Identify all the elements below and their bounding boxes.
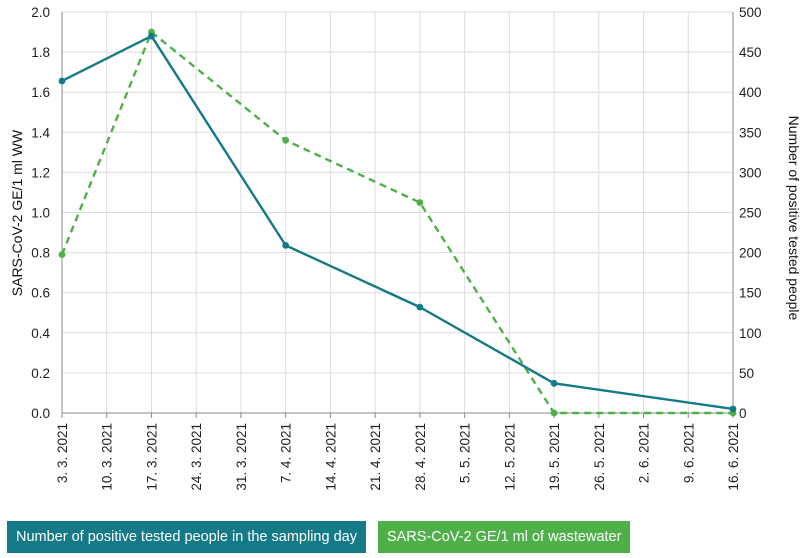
x-tick-label: 9. 6. 2021 bbox=[681, 423, 696, 483]
y-left-tick-label: 2.0 bbox=[31, 5, 50, 20]
y-right-tick-label: 150 bbox=[739, 286, 762, 301]
y-right-tick-label: 250 bbox=[739, 206, 762, 221]
y-left-tick-label: 0.6 bbox=[31, 286, 50, 301]
dual-axis-line-chart: 0.0 0 0.2 50 0.4 100 0.6 150 0.8 200 1.0 250 1.2 300 1… bbox=[9, 5, 800, 491]
left-axis-title: SARS-CoV-2 GE/1 ml WW bbox=[9, 129, 25, 296]
y-left-tick-label: 1.4 bbox=[31, 125, 50, 140]
y-right-tick-label: 500 bbox=[739, 5, 762, 20]
wastewater-data-point bbox=[282, 136, 290, 144]
positive-tested-data-point bbox=[729, 405, 737, 413]
y-left-tick-label: 1.8 bbox=[31, 45, 50, 60]
x-tick-label: 5. 5. 2021 bbox=[458, 423, 473, 483]
x-tick-label: 2. 6. 2021 bbox=[637, 423, 652, 483]
positive-tested-data-point bbox=[550, 379, 558, 387]
y-left-tick-label: 0.4 bbox=[31, 326, 50, 341]
x-tick-label: 14. 4. 2021 bbox=[323, 423, 338, 491]
wastewater-data-point bbox=[58, 251, 66, 259]
wastewater-data-point bbox=[550, 409, 558, 417]
y-right-tick-label: 100 bbox=[739, 326, 762, 341]
x-tick-label: 7. 4. 2021 bbox=[279, 423, 294, 483]
x-tick-label: 12. 5. 2021 bbox=[502, 423, 517, 491]
legend-item-positive-tested: Number of positive tested people in the … bbox=[7, 521, 366, 553]
x-tick-label: 3. 3. 2021 bbox=[55, 423, 70, 483]
x-tick-label: 16. 6. 2021 bbox=[726, 423, 741, 491]
y-left-tick-label: 0.8 bbox=[31, 246, 50, 261]
y-left-tick-label: 0.0 bbox=[31, 406, 50, 421]
y-left-tick-label: 0.2 bbox=[31, 366, 50, 381]
y-left-tick-label: 1.0 bbox=[31, 206, 50, 221]
x-tick-label: 19. 5. 2021 bbox=[547, 423, 562, 491]
legend-item-wastewater: SARS-CoV-2 GE/1 ml of wastewater bbox=[377, 521, 631, 553]
x-tick-label: 24. 3. 2021 bbox=[189, 423, 204, 491]
y-right-tick-label: 200 bbox=[739, 246, 762, 261]
x-tick-label: 31. 3. 2021 bbox=[234, 423, 249, 491]
x-tick-label: 26. 5. 2021 bbox=[592, 423, 607, 491]
x-tick-label: 10. 3. 2021 bbox=[100, 423, 115, 491]
x-tick-label: 21. 4. 2021 bbox=[368, 423, 383, 491]
legend: Number of positive tested people in the … bbox=[7, 521, 631, 553]
right-axis-title: Number of positive tested people bbox=[786, 116, 800, 321]
y-right-tick-label: 350 bbox=[739, 125, 762, 140]
x-tick-label: 17. 3. 2021 bbox=[144, 423, 159, 491]
x-tick-label: 28. 4. 2021 bbox=[413, 423, 428, 491]
positive-tested-data-point bbox=[58, 77, 66, 85]
y-right-tick-label: 450 bbox=[739, 45, 762, 60]
y-left-tick-label: 1.2 bbox=[31, 165, 50, 180]
positive-tested-data-point bbox=[282, 241, 290, 249]
positive-tested-data-point bbox=[416, 303, 424, 311]
positive-tested-series-line bbox=[61, 34, 734, 411]
y-right-tick-label: 50 bbox=[739, 366, 754, 381]
y-right-tick-label: 400 bbox=[739, 85, 762, 100]
wastewater-data-point bbox=[416, 199, 424, 206]
positive-tested-data-point bbox=[148, 32, 155, 40]
y-right-tick-label: 300 bbox=[739, 165, 762, 180]
wastewater-series-line bbox=[60, 30, 733, 415]
y-left-tick-label: 1.6 bbox=[31, 85, 50, 100]
y-right-tick-label: 0 bbox=[739, 406, 747, 421]
